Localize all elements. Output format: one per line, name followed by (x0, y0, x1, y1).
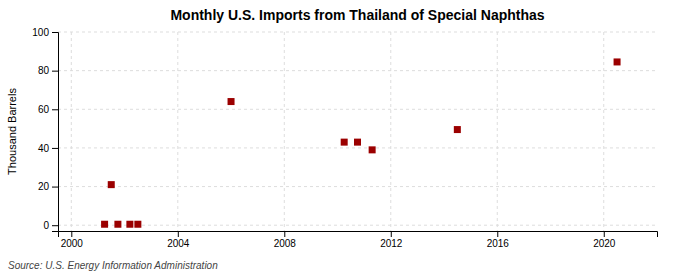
tick-mark (391, 231, 392, 237)
point (126, 221, 133, 228)
point (341, 139, 348, 146)
axis-line (59, 232, 658, 238)
tick-mark (52, 148, 58, 149)
tick-mark (52, 225, 58, 226)
point (614, 58, 621, 65)
grid-line-y (58, 147, 657, 148)
axis-line (52, 33, 59, 232)
tick: 2008 (274, 231, 297, 249)
point (354, 139, 361, 146)
tick-mark (71, 231, 72, 237)
tick: 2004 (167, 231, 190, 249)
tick-label: 2004 (167, 238, 190, 249)
tick-mark (52, 71, 58, 72)
plot-area: 2000 2004 2008 2012 2016 2020 0 20 40 60 80 100 (32, 27, 657, 249)
tick: 2020 (593, 231, 616, 249)
x-axis: 2000 2004 2008 2012 2016 2020 (59, 231, 658, 249)
tick-mark (178, 231, 179, 237)
grid-line-y (58, 32, 657, 33)
tick: 60 (38, 104, 58, 115)
grid-line-x (497, 32, 498, 231)
point (369, 146, 376, 153)
tick-label: 60 (38, 104, 50, 115)
tick-label: 0 (43, 220, 49, 231)
tick-label: 20 (38, 181, 50, 192)
grid-line-y (58, 109, 657, 110)
grid-line-x (390, 32, 391, 231)
point (101, 221, 108, 228)
chart: 2000 2004 2008 2012 2016 2020 0 20 40 60 80 100 Mont… (0, 0, 675, 275)
tick: 20 (38, 181, 58, 192)
grid (58, 32, 657, 231)
tick-label: 2016 (487, 238, 510, 249)
point (134, 221, 141, 228)
tick-mark (52, 109, 58, 110)
grid-line-x (603, 32, 604, 231)
tick-label: 2020 (593, 238, 616, 249)
grid-line-x (177, 32, 178, 231)
point (108, 181, 115, 188)
tick-mark (52, 32, 58, 33)
tick-label: 2008 (274, 238, 297, 249)
tick-label: 2012 (380, 238, 403, 249)
points (101, 58, 620, 227)
tick-label: 80 (38, 65, 50, 76)
grid-line-x (284, 32, 285, 231)
tick: 0 (43, 220, 58, 231)
y-axis-title: Thousand Barrels (6, 88, 18, 175)
tick-label: 40 (38, 143, 50, 154)
tick: 40 (38, 143, 58, 154)
title: Monthly U.S. Imports from Thailand of Sp… (170, 7, 544, 23)
grid-line-y (58, 186, 657, 187)
tick-mark (604, 231, 605, 237)
tick: 100 (32, 27, 58, 38)
point (228, 98, 235, 105)
tick-mark (284, 231, 285, 237)
grid-line-y (58, 70, 657, 71)
grid-line-x (71, 32, 72, 231)
tick-mark (497, 231, 498, 237)
tick-mark (52, 187, 58, 188)
tick: 2000 (61, 231, 84, 249)
tick-label: 100 (32, 27, 49, 38)
point (454, 126, 461, 133)
source: Source: U.S. Energy Information Administ… (8, 260, 218, 271)
tick: 2012 (380, 231, 403, 249)
tick-label: 2000 (61, 238, 84, 249)
tick: 80 (38, 65, 58, 76)
tick: 2016 (487, 231, 510, 249)
y-axis: 0 20 40 60 80 100 (32, 27, 58, 232)
point (114, 221, 121, 228)
grid-line-y (58, 225, 657, 226)
